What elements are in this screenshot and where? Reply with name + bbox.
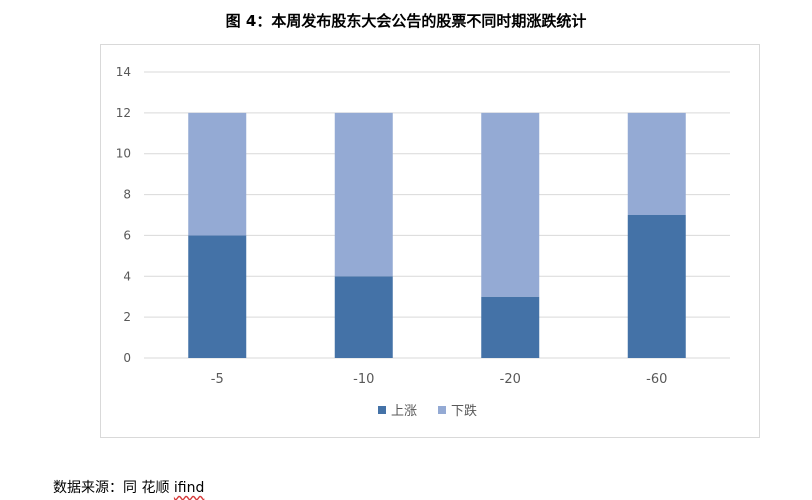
bar-下跌--5 — [188, 112, 247, 236]
source-prefix: 数据来源：同 花顺 — [53, 480, 174, 496]
y-tick-label-12: 12 — [116, 106, 131, 120]
bar-下跌--60 — [627, 112, 686, 215]
legend-swatch-下跌 — [438, 406, 446, 414]
y-tick-label-10: 10 — [116, 147, 131, 161]
chart-frame: 0 2 4 6 8 10 12 14 -5 -10 -20 -60 上涨 下跌 — [100, 44, 760, 438]
x-tick-label--20: -20 — [500, 372, 521, 387]
bar-上涨--5 — [188, 235, 247, 358]
legend-label-上涨: 上涨 — [391, 404, 417, 419]
bar-上涨--10 — [334, 276, 393, 358]
bar-下跌--20 — [481, 112, 540, 297]
y-axis-ticks: 0 2 4 6 8 10 12 14 — [116, 65, 131, 365]
y-tick-label-2: 2 — [123, 310, 131, 324]
bar-下跌--10 — [334, 112, 393, 277]
legend-label-下跌: 下跌 — [451, 403, 477, 419]
figure-title: 图 4：本周发布股东大会公告的股票不同时期涨跌统计 — [225, 12, 587, 30]
y-tick-label-14: 14 — [116, 65, 131, 79]
x-tick-label--10: -10 — [353, 372, 374, 387]
legend-swatch-上涨 — [378, 406, 386, 414]
x-tick-label--60: -60 — [646, 372, 667, 387]
x-tick-label--5: -5 — [211, 372, 224, 387]
y-tick-label-0: 0 — [123, 351, 131, 365]
bar-上涨--60 — [627, 215, 686, 358]
y-tick-label-4: 4 — [123, 269, 131, 283]
stacked-bar-chart: 0 2 4 6 8 10 12 14 -5 -10 -20 -60 上涨 下跌 — [116, 65, 730, 419]
bar-上涨--20 — [481, 296, 540, 358]
source-brand: ifind — [173, 480, 205, 496]
y-tick-label-6: 6 — [123, 228, 131, 242]
x-axis-ticks: -5 -10 -20 -60 — [211, 372, 668, 387]
source-note: 数据来源：同 花顺 ifind — [53, 477, 204, 497]
bars — [188, 112, 686, 358]
y-tick-label-8: 8 — [123, 188, 131, 202]
legend: 上涨 下跌 — [378, 403, 477, 419]
